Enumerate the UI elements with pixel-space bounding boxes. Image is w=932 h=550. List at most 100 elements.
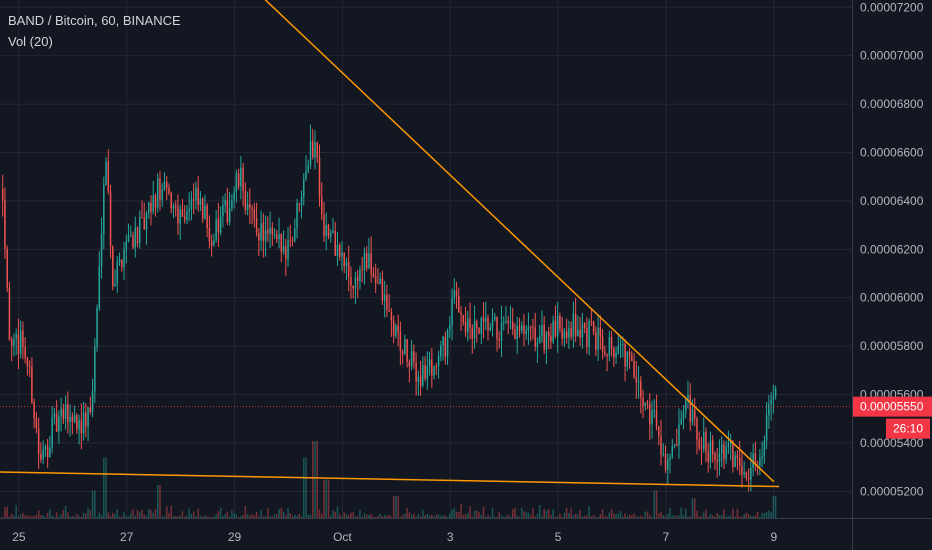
candle	[345, 261, 348, 266]
volume-bar	[736, 508, 739, 518]
volume-bar	[147, 508, 150, 518]
volume-bar	[332, 510, 334, 518]
volume-bar	[282, 511, 285, 518]
candle	[219, 216, 222, 233]
candle	[655, 410, 658, 427]
volume-bar	[667, 513, 669, 518]
volume-bar	[392, 496, 395, 518]
candle	[725, 446, 727, 460]
volume-bar	[37, 510, 40, 518]
volume-bar	[478, 512, 480, 518]
candle	[181, 209, 184, 217]
volume-bar	[743, 514, 745, 518]
volume-bar	[678, 515, 680, 518]
volume-bar	[336, 506, 339, 518]
volume-bar	[574, 513, 577, 518]
candle	[71, 416, 74, 422]
volume-bar	[502, 516, 505, 518]
candle	[161, 189, 163, 200]
x-tick-label: 27	[120, 530, 134, 544]
volume-bar	[127, 516, 130, 518]
candle	[291, 240, 294, 242]
candle	[280, 233, 283, 253]
volume-bar	[377, 516, 379, 518]
candle	[121, 259, 123, 268]
candle	[363, 252, 366, 271]
candle	[702, 432, 705, 449]
volume-bar	[455, 511, 458, 518]
volume-bar	[440, 516, 442, 518]
candle	[772, 395, 775, 400]
volume-bar	[208, 516, 211, 518]
candle	[633, 361, 635, 378]
candle	[646, 402, 649, 405]
volume-bar	[707, 516, 709, 518]
volume-bar	[610, 508, 613, 518]
candle	[489, 327, 492, 331]
candle	[204, 205, 206, 219]
candle	[691, 409, 694, 422]
volume-bar	[547, 509, 550, 518]
volume-bar	[419, 516, 422, 518]
volume-bar	[424, 515, 426, 518]
candle	[298, 203, 301, 206]
candle	[282, 246, 285, 253]
candle	[729, 441, 732, 445]
volume-bar	[568, 513, 570, 518]
volume-bar	[42, 515, 44, 518]
candle	[541, 325, 543, 336]
candle	[711, 440, 714, 454]
volume-bar	[300, 516, 303, 518]
volume-bar	[170, 505, 172, 518]
candle	[747, 477, 750, 480]
volume-bar	[372, 516, 375, 518]
volume-bar	[606, 516, 608, 518]
candle	[62, 408, 65, 420]
volume-bar	[723, 509, 725, 518]
volume-bar	[13, 515, 15, 518]
candle	[471, 327, 474, 339]
candle	[287, 240, 289, 259]
volume-bar	[307, 514, 310, 518]
volume-bar	[399, 516, 402, 518]
candle	[35, 418, 38, 429]
candle	[159, 178, 161, 200]
candle	[410, 351, 413, 367]
volume-bar	[687, 516, 689, 518]
volume-bar	[774, 496, 777, 518]
candle	[615, 352, 617, 358]
volume-bar	[494, 516, 496, 518]
candle	[356, 277, 359, 282]
volume-bar	[756, 511, 759, 518]
x-tick-label: 29	[228, 530, 242, 544]
volume-bar	[761, 513, 763, 518]
volume-bar	[449, 513, 451, 518]
volume-bar	[525, 512, 527, 518]
volume-bar	[415, 516, 417, 518]
candle	[53, 413, 56, 418]
candle	[370, 253, 372, 274]
candle	[255, 218, 258, 233]
volume-bar	[658, 513, 660, 518]
volume-bar	[401, 514, 404, 518]
candle	[671, 446, 674, 458]
volume-bar	[271, 516, 274, 518]
candle	[377, 282, 379, 284]
candle	[51, 417, 53, 448]
volume-bar	[46, 512, 49, 518]
candle	[487, 317, 489, 331]
trendline-descending-resistance	[264, 0, 775, 483]
candle	[601, 336, 604, 352]
candle	[19, 330, 22, 355]
volume-bar	[285, 515, 287, 518]
volume-bar	[646, 511, 649, 518]
candle	[428, 359, 431, 367]
volume-bar	[741, 516, 743, 518]
volume-bar	[696, 510, 698, 518]
volume-bar	[631, 515, 633, 518]
volume-bar	[705, 509, 707, 518]
y-tick-label: 0.00007000	[860, 49, 924, 63]
volume-bar	[485, 516, 487, 518]
